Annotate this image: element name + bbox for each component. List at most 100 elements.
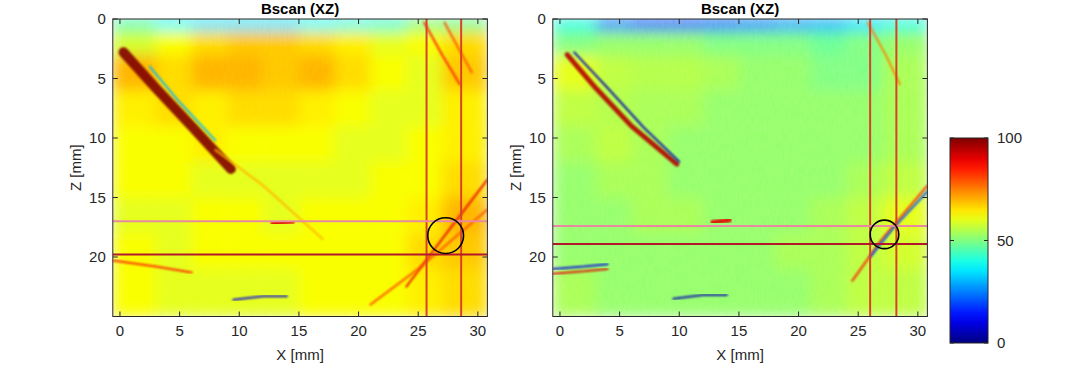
speckle [553,19,928,317]
x-tick [298,312,299,317]
reflector [713,220,730,222]
x-tick [358,19,359,24]
y-tick [922,197,927,198]
reflector [868,23,900,85]
x-tick [619,19,620,24]
reflector [574,52,679,161]
x-tick [119,19,120,24]
plot-area [113,19,488,317]
cursor-horizontal [113,220,488,222]
x-tick [179,312,180,317]
y-tick [922,257,927,258]
y-tick [113,138,118,139]
y-tick [553,257,558,258]
y-tick [482,197,487,198]
colorbar-tick-label: 0 [997,334,1005,351]
frame [113,19,488,317]
y-tick [482,138,487,139]
x-tick [477,19,478,24]
y-tick [482,257,487,258]
reflector [406,180,487,287]
y-tick [553,78,558,79]
reflector [673,295,727,299]
cursor-horizontal [553,243,928,245]
y-tick [922,138,927,139]
reflector [215,150,322,239]
reflector [113,261,192,273]
y-tick-label: 5 [537,70,545,87]
colorbar-tick [984,343,988,344]
y-tick-label: 15 [89,189,106,206]
y-tick-label: 15 [529,189,546,206]
y-axis-label: Z [mm] [507,144,524,191]
cursor-horizontal [113,254,488,256]
x-tick [119,312,120,317]
x-tick-label: 10 [231,322,248,339]
y-tick [113,197,118,198]
x-tick [559,19,560,24]
y-tick [553,19,558,20]
x-tick [239,19,240,24]
y-tick [113,257,118,258]
y-tick [553,138,558,139]
x-tick-label: 0 [556,322,564,339]
x-tick-label: 15 [291,322,308,339]
x-tick-label: 30 [470,322,487,339]
x-tick [798,312,799,317]
reflector [370,209,487,304]
y-tick [482,78,487,79]
frame [553,19,928,317]
colorbar-tick [950,343,954,344]
x-axis-label: X [mm] [276,346,324,363]
figure: 05101520253005101520Bscan (XZ)X [mm]Z [m… [0,0,1070,378]
x-tick [917,19,918,24]
colorbar-tick-label: 50 [997,232,1014,249]
cells [113,19,488,317]
cursor-horizontal [553,225,928,227]
colorbar-tick [984,240,988,241]
x-tick [858,312,859,317]
colorbar-tick [950,138,954,139]
plot-area [553,19,928,317]
x-tick [418,312,419,317]
x-tick [917,312,918,317]
y-tick-label: 0 [97,10,105,27]
x-tick-label: 30 [910,322,927,339]
x-tick [679,19,680,24]
x-tick-label: 15 [731,322,748,339]
x-tick-label: 20 [350,322,367,339]
y-tick [113,19,118,20]
colorbar [950,138,988,343]
x-tick [358,312,359,317]
title: Bscan (XZ) [261,0,339,17]
cursor-vertical [869,19,871,317]
reflector [233,296,287,300]
x-tick [559,312,560,317]
y-tick-label: 0 [537,10,545,27]
y-tick [922,78,927,79]
colorbar-tick [984,138,988,139]
cursor-vertical [895,19,897,317]
cells [553,19,928,317]
x-tick-label: 25 [410,322,427,339]
y-tick [482,19,487,20]
reflector [553,264,608,269]
x-tick [298,19,299,24]
x-tick-label: 5 [615,322,623,339]
x-tick-label: 0 [116,322,124,339]
reflector [424,23,460,85]
x-tick [798,19,799,24]
reflector [852,186,927,281]
reflector [870,192,927,257]
colorbar-tick [950,240,954,241]
reflector [444,23,471,73]
cursor-vertical [460,19,462,317]
x-tick [858,19,859,24]
x-tick [619,312,620,317]
x-tick-label: 25 [850,322,867,339]
x-tick [477,312,478,317]
x-tick [179,19,180,24]
y-axis-label: Z [mm] [67,144,84,191]
reflector [124,52,231,169]
y-tick-label: 5 [97,70,105,87]
